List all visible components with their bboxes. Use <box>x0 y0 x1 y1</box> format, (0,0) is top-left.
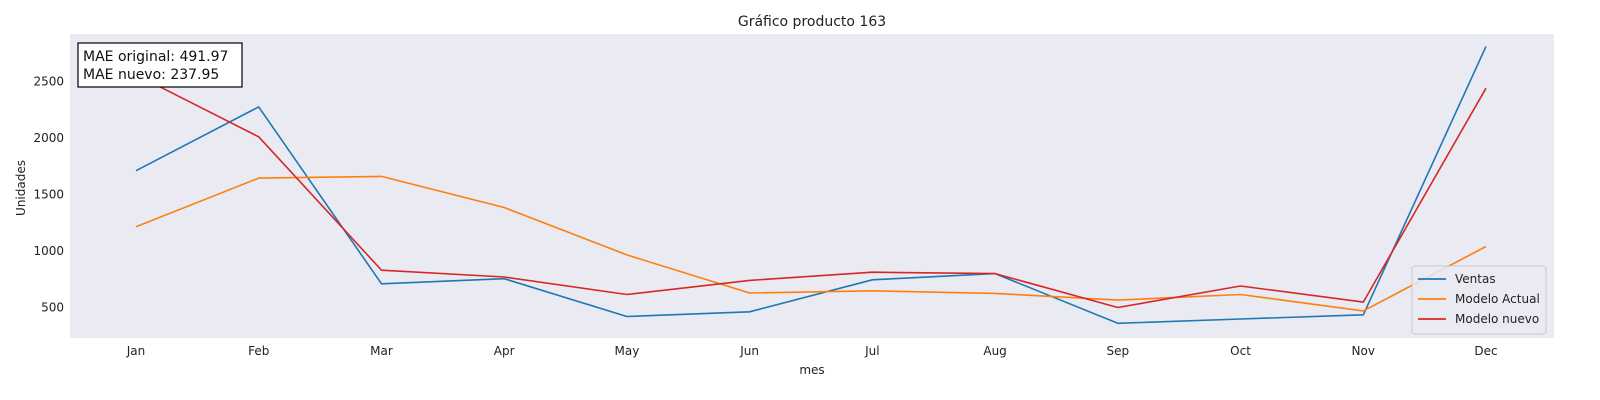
series-lines <box>135 46 1487 325</box>
annotation-box <box>77 42 243 88</box>
series-line-3 <box>135 73 1487 309</box>
plot-area <box>70 34 1554 338</box>
x-tick-label: Sep <box>1107 344 1130 358</box>
annotation-mae-original: MAE original: 491.97 <box>83 49 228 65</box>
y-tick-label: 1000 <box>33 244 64 258</box>
x-tick-label: Dec <box>1474 344 1497 358</box>
x-tick-labels: Jan Feb Mar Apr May Jun Jul Aug Sep Oct Nov Dec <box>126 344 1498 358</box>
x-tick-label: Aug <box>983 344 1006 358</box>
y-tick-labels: 500 1000 1500 2000 2500 <box>33 74 64 314</box>
x-tick-label: May <box>615 344 640 358</box>
x-tick-label: Oct <box>1230 344 1251 358</box>
chart-title: Gráfico producto 163 <box>738 14 886 30</box>
x-tick-label: Jan <box>126 344 146 358</box>
x-axis-label: mes <box>799 363 824 377</box>
y-tick-label: 2000 <box>33 131 64 145</box>
x-tick-label: Apr <box>494 344 515 358</box>
x-tick-label: Feb <box>248 344 269 358</box>
legend-label: Modelo nuevo <box>1455 312 1539 326</box>
y-axis-label: Unidades <box>14 160 28 216</box>
x-tick-label: Mar <box>370 344 393 358</box>
series-line-2 <box>135 175 1487 312</box>
annotation-mae-nuevo: MAE nuevo: 237.95 <box>83 67 219 83</box>
x-tick-label: Jul <box>864 344 879 358</box>
x-tick-label: Nov <box>1352 344 1375 358</box>
series-line-1 <box>135 46 1487 325</box>
legend-label: Ventas <box>1455 272 1496 286</box>
legend: Ventas Modelo Actual Modelo nuevo <box>1411 265 1547 335</box>
legend-box <box>1411 265 1547 335</box>
legend-label: Modelo Actual <box>1455 292 1540 306</box>
mae-annotation: MAE original: 491.97 MAE nuevo: 237.95 <box>77 42 243 88</box>
x-tick-label: Jun <box>739 344 759 358</box>
y-tick-label: 1500 <box>33 187 64 201</box>
y-tick-label: 500 <box>41 300 64 314</box>
y-tick-label: 2500 <box>33 74 64 88</box>
